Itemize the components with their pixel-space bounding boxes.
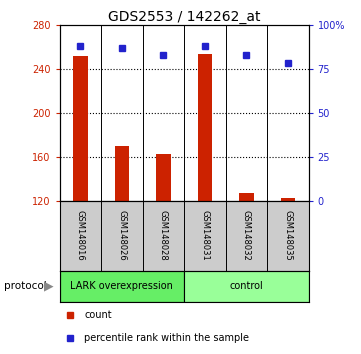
Text: GSM148028: GSM148028 bbox=[159, 210, 168, 261]
Bar bbox=[73, 56, 88, 201]
Bar bbox=[60, 271, 184, 302]
Text: control: control bbox=[230, 281, 263, 291]
Bar bbox=[239, 193, 254, 201]
Text: GSM148035: GSM148035 bbox=[283, 210, 292, 261]
Bar bbox=[197, 55, 212, 201]
Bar bbox=[114, 146, 129, 201]
Text: GSM148031: GSM148031 bbox=[200, 210, 209, 261]
Text: GSM148026: GSM148026 bbox=[117, 210, 126, 261]
Title: GDS2553 / 142262_at: GDS2553 / 142262_at bbox=[108, 10, 260, 24]
Text: ▶: ▶ bbox=[44, 280, 54, 293]
Text: GSM148016: GSM148016 bbox=[76, 210, 85, 261]
Text: protocol: protocol bbox=[4, 281, 46, 291]
Text: count: count bbox=[84, 310, 112, 320]
Text: GSM148032: GSM148032 bbox=[242, 210, 251, 261]
Text: percentile rank within the sample: percentile rank within the sample bbox=[84, 333, 249, 343]
Bar bbox=[184, 271, 309, 302]
Bar bbox=[280, 199, 295, 201]
Text: LARK overexpression: LARK overexpression bbox=[70, 281, 173, 291]
Bar bbox=[156, 154, 171, 201]
